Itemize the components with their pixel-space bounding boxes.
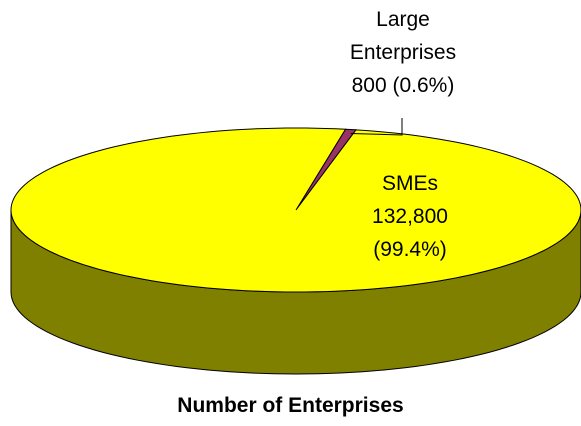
slice: [10, 127, 581, 293]
value-label: 132,800 (99.4%): [372, 205, 448, 261]
value-label: 800 (0.6%): [351, 74, 455, 97]
leader-line: [350, 118, 403, 136]
chart-title: Number of Enterprises: [177, 394, 404, 417]
slice-label: Large Enterprises: [349, 8, 457, 64]
slice-label: SMEs: [381, 172, 438, 195]
